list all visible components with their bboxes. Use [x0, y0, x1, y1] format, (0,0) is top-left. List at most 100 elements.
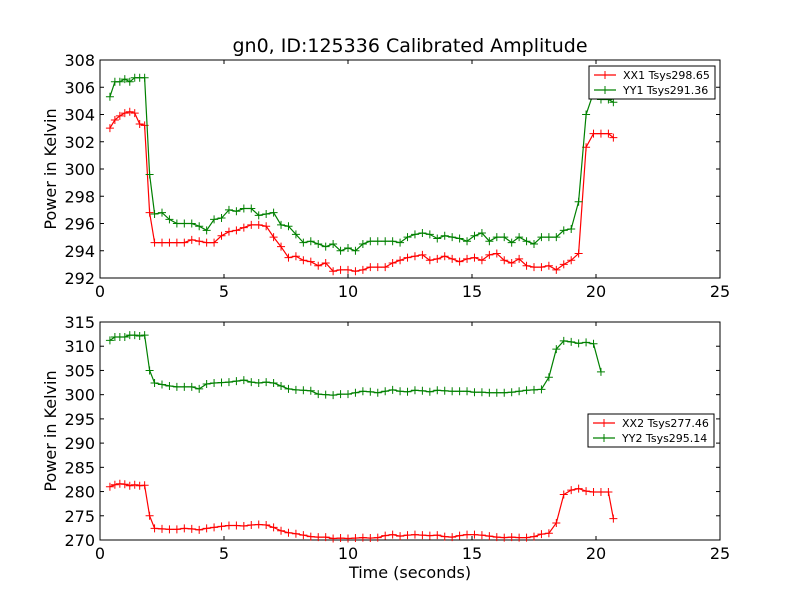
data-point-marker: [492, 533, 501, 542]
y-tick-label: 270: [64, 531, 95, 550]
data-point-marker: [582, 110, 591, 119]
data-point-marker: [366, 263, 375, 272]
data-point-marker: [477, 531, 486, 540]
data-point-marker: [284, 528, 293, 537]
y-tick-label: 292: [64, 269, 95, 288]
data-point-marker: [448, 533, 457, 542]
data-point-marker: [440, 231, 449, 240]
data-point-marker: [425, 230, 434, 239]
data-point-marker: [596, 488, 605, 497]
data-point-marker: [329, 391, 338, 400]
data-point-marker: [158, 380, 166, 389]
data-point-marker: [574, 484, 583, 493]
data-point-marker: [589, 129, 598, 138]
data-point-marker: [202, 524, 211, 533]
x-tick-label: 0: [95, 544, 105, 563]
data-point-marker: [492, 249, 501, 258]
data-point-marker: [165, 525, 174, 534]
data-point-marker: [552, 519, 561, 528]
data-point-marker: [477, 256, 486, 265]
data-point-marker: [262, 209, 271, 218]
data-point-marker: [210, 238, 219, 247]
data-point-marker: [195, 525, 204, 534]
data-point-marker: [224, 227, 233, 236]
data-point-marker: [530, 239, 538, 248]
data-point-marker: [373, 237, 382, 246]
data-point-marker: [470, 231, 479, 240]
legend-label: XX1 Tsys298.65: [623, 69, 710, 82]
y-tick-label: 296: [64, 215, 95, 234]
data-point-marker: [433, 234, 442, 243]
data-point-marker: [470, 530, 479, 539]
data-point-marker: [567, 486, 576, 495]
data-point-marker: [344, 265, 352, 274]
data-point-marker: [291, 385, 300, 394]
data-point-marker: [195, 384, 204, 393]
data-point-marker: [530, 532, 538, 541]
data-point-marker: [202, 238, 211, 247]
data-point-marker: [366, 534, 375, 543]
y-tick-label: 310: [64, 337, 95, 356]
data-point-marker: [418, 531, 427, 540]
data-point-marker: [217, 522, 226, 531]
data-point-marker: [433, 531, 442, 540]
x-tick-label: 15: [462, 544, 482, 563]
data-point-marker: [403, 387, 412, 396]
data-point-marker: [210, 523, 219, 532]
data-point-marker: [291, 529, 300, 538]
data-point-marker: [314, 390, 323, 399]
data-point-marker: [470, 253, 479, 262]
data-point-marker: [321, 390, 330, 399]
data-point-marker: [195, 222, 204, 231]
data-point-marker: [530, 385, 538, 394]
data-point-marker: [500, 533, 509, 542]
data-point-marker: [262, 222, 271, 231]
data-point-marker: [336, 265, 345, 274]
data-point-marker: [291, 252, 300, 261]
data-point-marker: [306, 257, 315, 266]
data-point-marker: [314, 239, 323, 248]
data-point-marker: [418, 250, 427, 259]
data-point-marker: [537, 385, 546, 394]
data-point-marker: [522, 386, 531, 395]
data-point-marker: [388, 237, 397, 246]
data-point-marker: [477, 229, 486, 238]
legend-box: [587, 413, 715, 448]
legend-marker: [600, 434, 608, 442]
data-point-marker: [552, 345, 561, 354]
data-point-marker: [180, 382, 189, 391]
data-point-marker: [455, 234, 464, 243]
data-point-marker: [254, 379, 263, 388]
data-point-marker: [262, 520, 271, 529]
data-point-marker: [291, 230, 300, 239]
data-point-marker: [396, 238, 405, 247]
data-point-marker: [110, 115, 119, 124]
data-point-marker: [559, 226, 568, 235]
data-point-marker: [396, 256, 405, 265]
data-point-marker: [150, 524, 159, 533]
data-point-marker: [277, 381, 286, 390]
x-tick-label: 10: [338, 282, 358, 301]
data-point-marker: [507, 259, 516, 268]
data-point-marker: [425, 387, 434, 396]
data-point-marker: [455, 257, 464, 266]
data-point-marker: [559, 260, 568, 269]
data-point-marker: [410, 530, 419, 539]
data-point-marker: [396, 532, 405, 541]
data-point-marker: [187, 235, 196, 244]
data-point-marker: [202, 380, 211, 389]
data-point-marker: [232, 377, 241, 386]
data-point-marker: [329, 267, 338, 276]
data-point-marker: [366, 387, 375, 396]
y-tick-label: 302: [64, 133, 95, 152]
data-point-marker: [609, 514, 618, 523]
data-point-marker: [150, 209, 159, 218]
data-point-marker: [500, 233, 509, 242]
data-point-marker: [396, 387, 405, 396]
panel-1: 0 5 10 15 20 25 292 294 296 298 300 302 304 306 308 Pow…: [41, 51, 730, 301]
data-point-marker: [254, 520, 263, 529]
data-point-marker: [351, 246, 360, 255]
data-point-marker: [463, 254, 472, 263]
data-point-marker: [321, 242, 330, 251]
data-point-marker: [448, 387, 457, 396]
